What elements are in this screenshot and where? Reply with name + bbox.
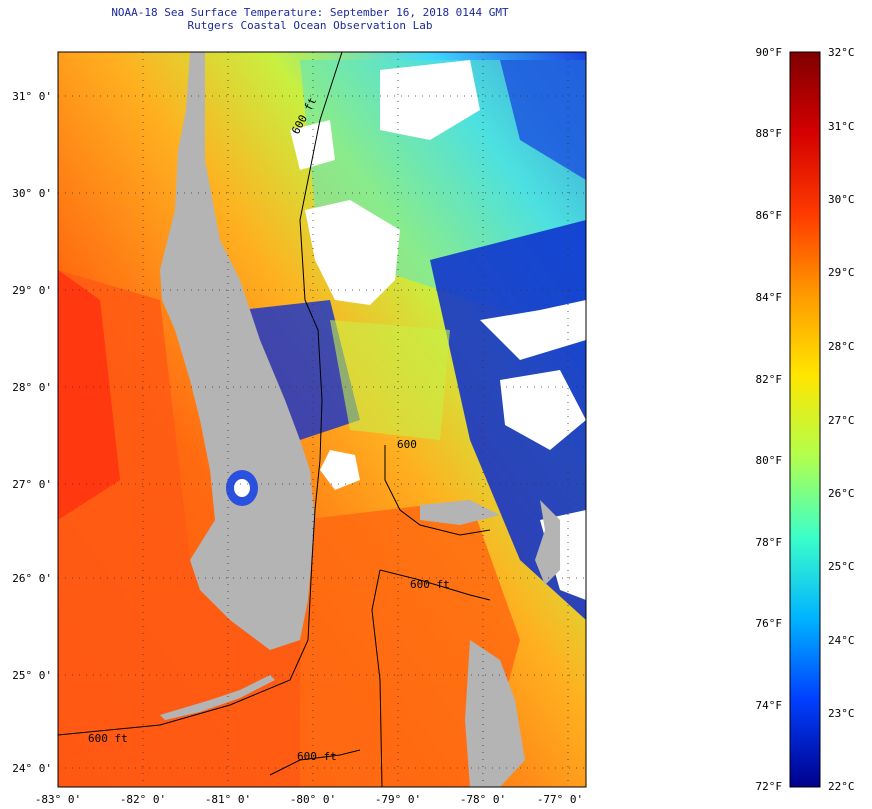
lat-label: 25° 0' (12, 669, 52, 682)
cloud-area (305, 200, 400, 305)
celsius-label: 28°C (828, 340, 855, 353)
cloud-area (320, 450, 360, 490)
andros-island (465, 640, 525, 787)
lat-label: 29° 0' (12, 284, 52, 297)
longitude-axis: -83° 0' -82° 0' -81° 0' -80° 0' -79° 0' … (35, 793, 583, 806)
grand-bahama (420, 500, 500, 525)
celsius-label: 25°C (828, 560, 855, 573)
cloud-area (234, 479, 250, 497)
temperature-colorbar: 90°F 88°F 86°F 84°F 82°F 80°F 78°F 76°F … (756, 46, 855, 793)
florida-keys (160, 675, 275, 720)
celsius-label: 23°C (828, 707, 855, 720)
cloud-area (380, 60, 480, 140)
celsius-label: 27°C (828, 414, 855, 427)
lon-label: -79° 0' (375, 793, 421, 806)
lat-label: 24° 0' (12, 762, 52, 775)
colorbar-gradient (789, 51, 821, 788)
fahrenheit-label: 88°F (756, 127, 783, 140)
lon-label: -83° 0' (35, 793, 81, 806)
celsius-label: 22°C (828, 780, 855, 793)
cloud-area (500, 370, 586, 450)
map-title: NOAA-18 Sea Surface Temperature: Septemb… (111, 6, 509, 19)
contour-label: 600 (397, 438, 417, 451)
map-frame (57, 51, 587, 788)
lat-label: 26° 0' (12, 572, 52, 585)
fahrenheit-label: 82°F (756, 373, 783, 386)
depth-contour (269, 749, 361, 776)
depth-contour (371, 569, 383, 787)
contour-label: 600 ft (88, 732, 128, 745)
map-subtitle: Rutgers Coastal Ocean Observation Lab (187, 19, 433, 32)
latitude-axis: 31° 0' 30° 0' 29° 0' 28° 0' 27° 0' 26° 0… (12, 90, 52, 775)
depth-contour (384, 445, 491, 536)
depth-contour (379, 569, 491, 601)
contour-label: 600 ft (297, 750, 337, 763)
lon-label: -77° 0' (537, 793, 583, 806)
florida-land (160, 52, 315, 650)
sst-raster (58, 52, 586, 787)
depth-contour (58, 52, 343, 736)
cloud-area (290, 120, 335, 170)
celsius-label: 24°C (828, 634, 855, 647)
celsius-label: 32°C (828, 46, 855, 59)
celsius-label: 29°C (828, 266, 855, 279)
abaco-island (535, 500, 560, 585)
contour-label: 600 ft (410, 578, 450, 591)
fahrenheit-label: 78°F (756, 536, 783, 549)
lat-label: 30° 0' (12, 187, 52, 200)
fahrenheit-label: 74°F (756, 699, 783, 712)
fahrenheit-label: 76°F (756, 617, 783, 630)
fahrenheit-label: 80°F (756, 454, 783, 467)
lat-label: 27° 0' (12, 478, 52, 491)
fahrenheit-label: 84°F (756, 291, 783, 304)
celsius-label: 30°C (828, 193, 855, 206)
fahrenheit-label: 86°F (756, 209, 783, 222)
lon-label: -82° 0' (120, 793, 166, 806)
lat-label: 31° 0' (12, 90, 52, 103)
lon-label: -80° 0' (290, 793, 336, 806)
cloud-area (480, 300, 586, 360)
fahrenheit-label: 90°F (756, 46, 783, 59)
lat-label: 28° 0' (12, 381, 52, 394)
fahrenheit-label: 72°F (756, 780, 783, 793)
lon-label: -78° 0' (460, 793, 506, 806)
lon-label: -81° 0' (205, 793, 251, 806)
celsius-label: 26°C (828, 487, 855, 500)
celsius-label: 31°C (828, 120, 855, 133)
